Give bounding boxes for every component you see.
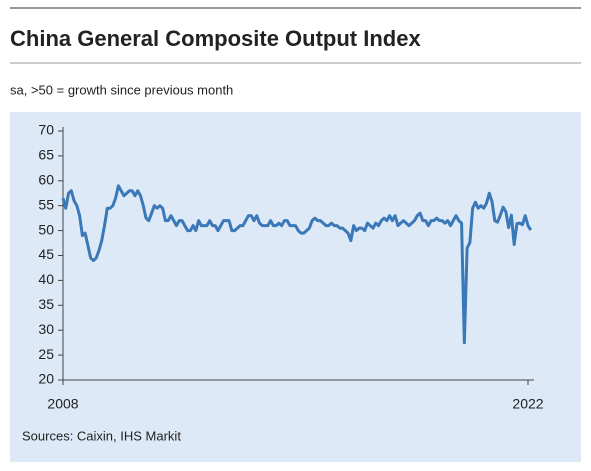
y-tick-label: 25	[38, 346, 54, 362]
y-tick-label: 55	[38, 196, 54, 212]
y-tick-label: 35	[38, 296, 54, 312]
y-tick-label: 65	[38, 147, 54, 163]
source: Sources: Caixin, IHS Markit	[22, 428, 181, 443]
y-tick-label: 30	[38, 321, 54, 337]
data-line	[61, 184, 533, 345]
y-tick-label: 50	[38, 221, 54, 237]
x-tick-label: 2022	[512, 396, 543, 412]
y-tick-label: 20	[38, 371, 54, 387]
y-tick-label: 60	[38, 172, 54, 188]
y-tick-label: 40	[38, 271, 54, 287]
y-tick-label: 45	[38, 246, 54, 262]
x-tick-label: 2008	[47, 396, 78, 412]
subtitle: sa, >50 = growth since previous month	[10, 82, 233, 97]
plot-background	[10, 112, 581, 462]
y-tick-label: 70	[38, 122, 54, 138]
chart-title: China General Composite Output Index	[10, 26, 421, 51]
